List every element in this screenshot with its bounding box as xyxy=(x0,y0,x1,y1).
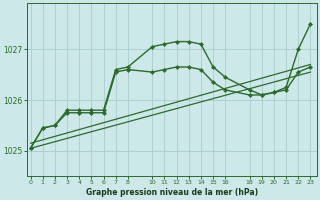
X-axis label: Graphe pression niveau de la mer (hPa): Graphe pression niveau de la mer (hPa) xyxy=(86,188,258,197)
